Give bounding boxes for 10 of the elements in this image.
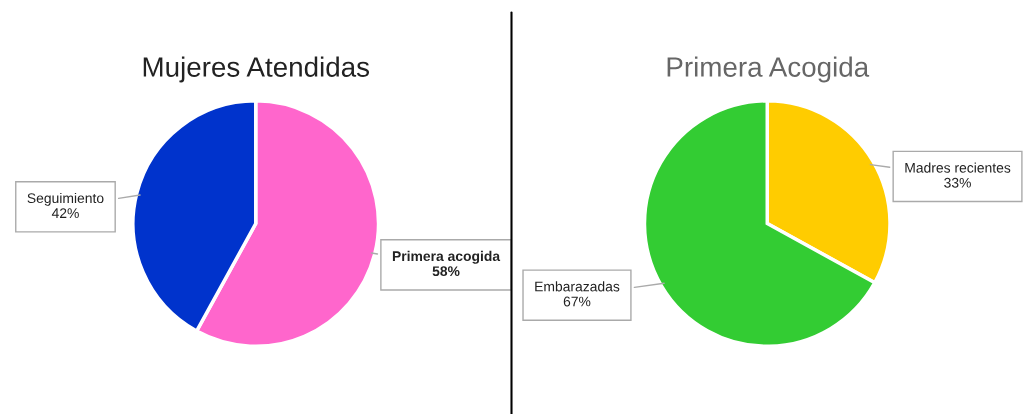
slice-label: Seguimiento [27, 192, 104, 206]
data-label: 42% [51, 208, 79, 218]
data-label: 67% [563, 296, 591, 307]
slice-label: Madres recientes [905, 162, 1011, 173]
slice-label: Embarazadas [535, 281, 620, 292]
chart-title: Primera Acogida [667, 56, 870, 83]
chart-title: Mujeres Atendidas [143, 56, 370, 83]
data-label: 33% [944, 177, 971, 188]
data-label: 58% [432, 266, 460, 277]
slice-label: Primera acogida [392, 250, 501, 264]
